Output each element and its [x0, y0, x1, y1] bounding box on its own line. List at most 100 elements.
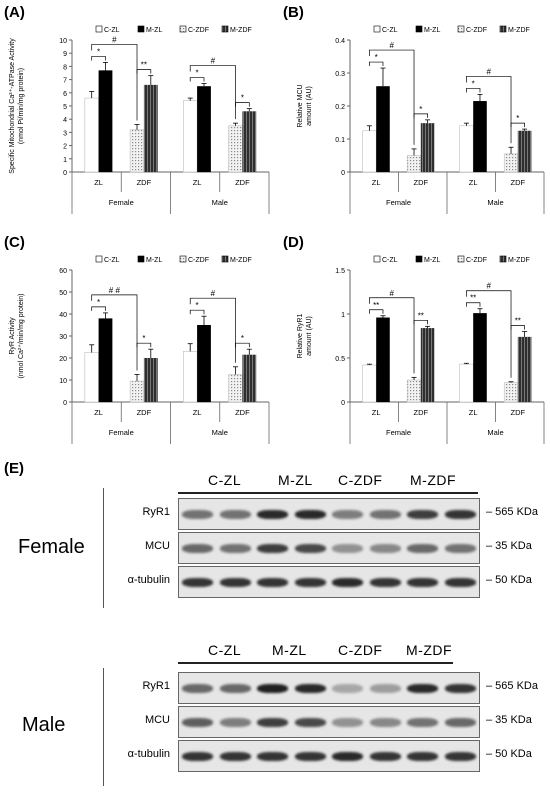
- bar: [242, 111, 257, 172]
- y-axis-label-line: amount (AU): [306, 86, 313, 126]
- y-tick-label: 6: [63, 91, 67, 98]
- hash-bracket: [189, 65, 236, 120]
- hash-label: # #: [109, 286, 121, 295]
- blot-membrane: [178, 740, 480, 772]
- y-tick-label: 0: [341, 400, 345, 407]
- bar: [459, 125, 474, 173]
- legend-swatch: [179, 255, 187, 263]
- legend-swatch: [137, 25, 145, 33]
- y-tick-label: 20: [59, 356, 67, 363]
- legend-swatch: [415, 255, 423, 263]
- blot-band: [219, 751, 251, 762]
- significance-label: *: [472, 79, 475, 88]
- legend-swatch: [95, 255, 103, 263]
- hash-label: #: [211, 57, 216, 66]
- bar: [228, 125, 243, 173]
- y-tick-label: 0: [341, 170, 345, 177]
- bar: [503, 382, 519, 403]
- significance-bracket: [136, 69, 152, 74]
- blot-band: [294, 717, 326, 728]
- y-tick-label: 0.3: [335, 71, 345, 78]
- y-axis-label-line: (nmol Ca²⁺/min/mg protein): [17, 294, 25, 379]
- blot-band: [369, 543, 401, 554]
- legend-swatch: [373, 25, 381, 33]
- significance-bracket: [413, 113, 428, 118]
- significance-label: *: [97, 47, 100, 56]
- subgroup-label: ZDF: [414, 408, 429, 417]
- subgroup-label: ZL: [469, 408, 478, 417]
- female-lane-c-zl: C-ZL: [208, 472, 242, 488]
- blot-band: [294, 509, 326, 520]
- legend-label: M-ZDF: [230, 27, 252, 34]
- blot-band: [182, 509, 214, 520]
- bar: [197, 325, 211, 402]
- significance-bracket: [413, 319, 428, 325]
- hash-bracket: [189, 297, 236, 363]
- panel-label-b: (B): [283, 4, 304, 21]
- panel-label-d: (D): [283, 234, 304, 251]
- legend-swatch: [137, 255, 145, 263]
- blot-band: [182, 683, 214, 694]
- y-tick-label: 0.1: [335, 137, 345, 144]
- bar: [406, 155, 422, 173]
- blot-membrane: [178, 498, 480, 530]
- legend-swatch: [373, 255, 381, 263]
- subgroup-label: ZDF: [511, 178, 526, 187]
- blot-band: [182, 543, 214, 554]
- y-tick-label: 1: [341, 312, 345, 319]
- blot-membrane: [178, 566, 480, 598]
- y-tick-label: 40: [59, 312, 67, 319]
- significance-bracket: [91, 56, 106, 61]
- bar: [473, 313, 487, 402]
- blot-band: [444, 717, 476, 728]
- legend-swatch: [457, 255, 465, 263]
- hash-bracket: [91, 44, 138, 121]
- significance-bracket: [466, 302, 481, 307]
- blot-membrane: [178, 532, 480, 564]
- bar: [459, 363, 474, 403]
- significance-label: *: [419, 105, 422, 114]
- blot-size-marker: – 50 KDa: [486, 748, 532, 760]
- hash-bracket: [466, 76, 512, 144]
- significance-label: *: [241, 334, 244, 343]
- western-blot-female: Female C-ZL M-ZL C-ZDF M-ZDF RyR1 – 565 K…: [0, 472, 550, 618]
- blot-band: [369, 717, 401, 728]
- chart-c-ryr-activity: 0 10 20 30 40 50 60 RyR Activity (nmol Ca²⁺/min/…: [9, 255, 270, 444]
- y-axis-label-line: Specific Mitochondrial Ca²⁺-ATPase Activ…: [8, 38, 16, 174]
- group-label: Male: [212, 428, 228, 437]
- blot-size-marker: – 50 KDa: [486, 574, 532, 586]
- subgroup-label: ZDF: [137, 408, 152, 417]
- bar: [84, 97, 99, 173]
- blot-band: [182, 577, 214, 588]
- legend-swatch: [221, 25, 229, 33]
- subgroup-label: ZL: [94, 408, 103, 417]
- blot-row-label: RyR1: [142, 680, 170, 692]
- western-blot-male: Male C-ZL M-ZL C-ZDF M-ZDF RyR1 – 565 KDa…: [0, 640, 550, 790]
- blot-band: [294, 577, 326, 588]
- significance-label: *: [516, 114, 519, 123]
- blot-band: [332, 751, 364, 762]
- significance-bracket: [136, 342, 152, 348]
- bar: [84, 352, 99, 403]
- bar: [242, 354, 257, 402]
- subgroup-label: ZDF: [235, 178, 250, 187]
- legend-label: M-ZL: [424, 257, 440, 264]
- y-axis-label: Relative MCU amount (AU): [297, 84, 313, 127]
- female-lane-m-zdf: M-ZDF: [410, 472, 457, 488]
- y-tick-label: 5: [63, 104, 67, 111]
- significance-bracket: [510, 325, 525, 330]
- hash-label: #: [486, 282, 491, 291]
- legend-label: C-ZDF: [188, 257, 209, 264]
- bar: [143, 358, 158, 402]
- subgroup-label: ZL: [469, 178, 478, 187]
- significance-bracket: [235, 102, 250, 107]
- significance-bracket: [466, 88, 481, 93]
- group-label: Male: [212, 198, 228, 207]
- blot-band: [369, 577, 401, 588]
- significance-bracket: [369, 309, 384, 314]
- blot-band: [182, 751, 214, 762]
- hash-bracket: [369, 49, 415, 145]
- legend-swatch: [499, 25, 507, 33]
- blot-band: [369, 751, 401, 762]
- legend-label: C-ZDF: [466, 27, 487, 34]
